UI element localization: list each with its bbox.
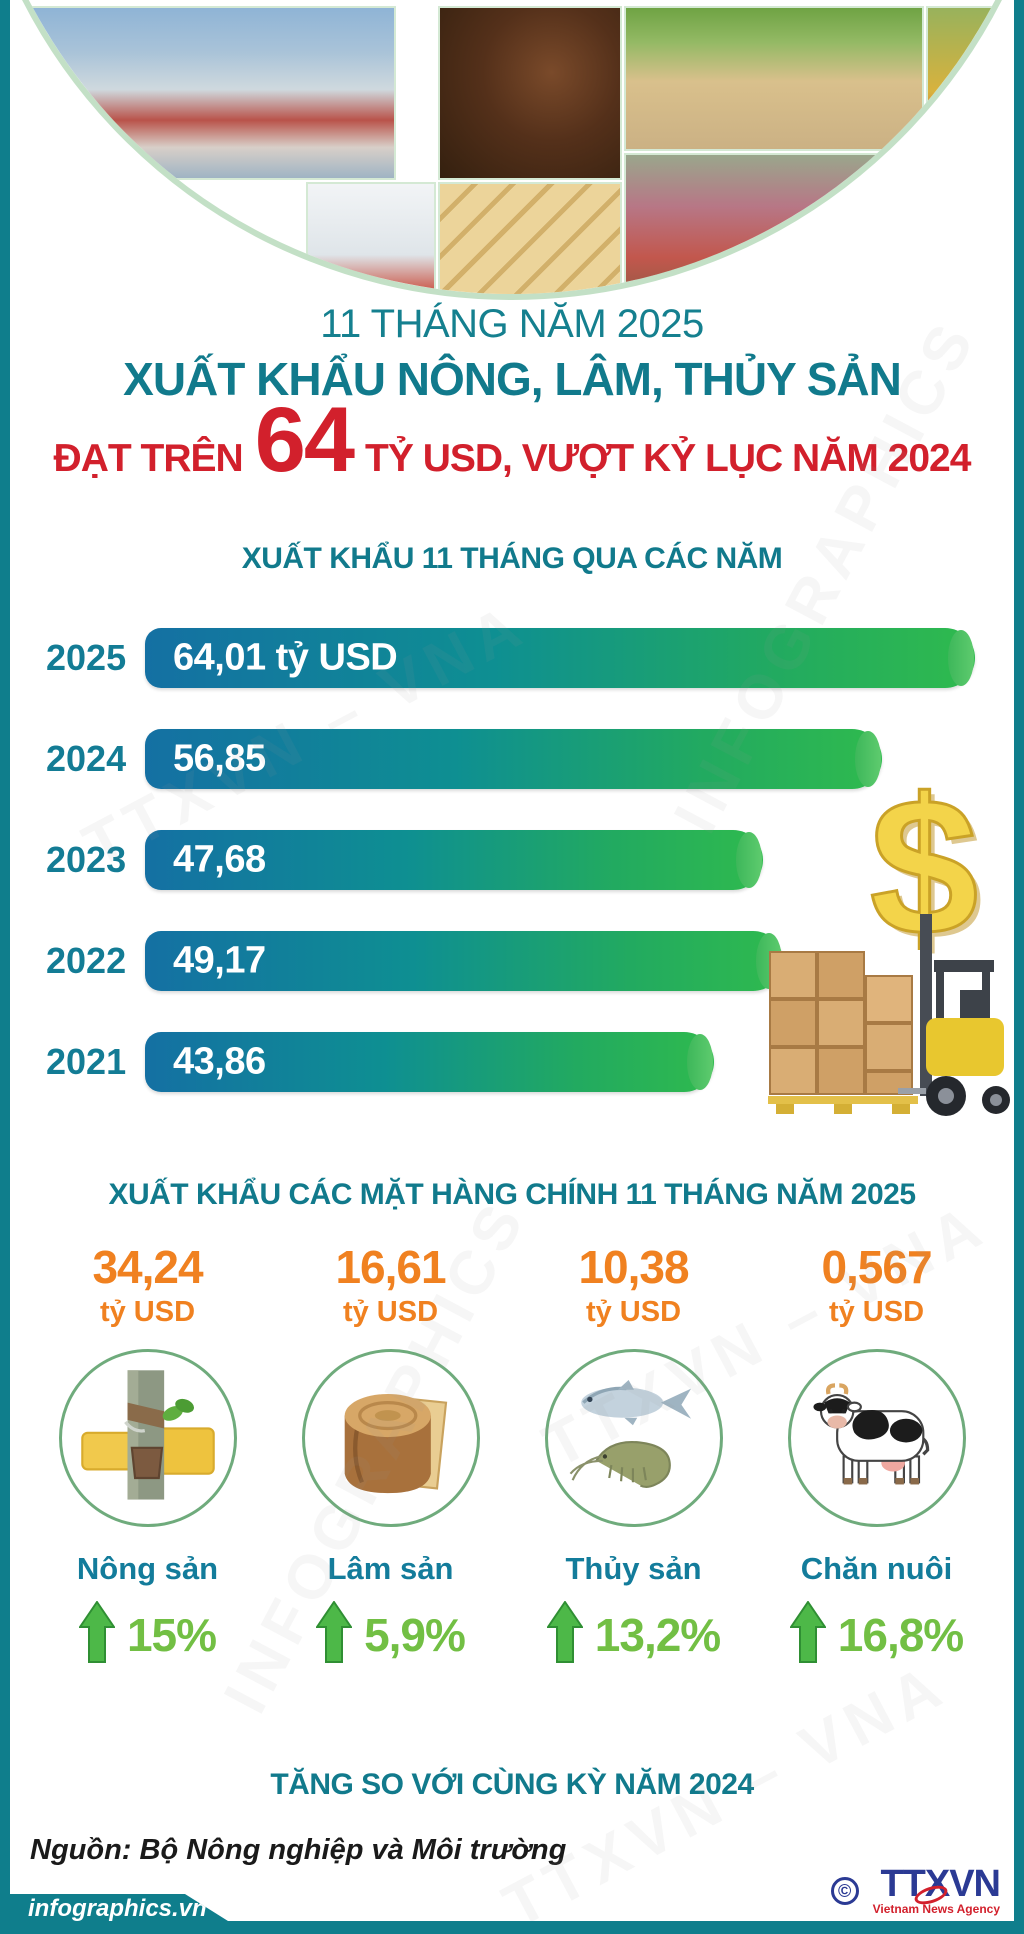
photo-poultry — [306, 182, 436, 294]
product-change-percent: 13,2% — [594, 1608, 721, 1661]
cow-icon — [807, 1366, 947, 1511]
bar-value-label: 43,86 — [173, 1040, 266, 1083]
product-label: Chăn nuôi — [800, 1551, 953, 1586]
products-section-title: XUẤT KHẨU CÁC MẶT HÀNG CHÍNH 11 THÁNG NĂ… — [108, 1178, 916, 1211]
product-column-lâm-sản: 16,61 tỷ USD Lâm sản 5,9% — [269, 1240, 512, 1668]
product-change-row: 15% — [26, 1600, 269, 1668]
bar-chart: 2025 64,01 tỷ USD 2024 56,85 2023 47,68 2022 49… — [0, 628, 1004, 1133]
comparison-footnote: TĂNG SO VỚI CÙNG KỲ NĂM 2024 — [270, 1768, 754, 1801]
product-value: 0,567 — [821, 1241, 932, 1293]
product-change-percent: 5,9% — [364, 1608, 466, 1661]
product-unit: tỷ USD — [99, 1296, 196, 1328]
headline-prefix: ĐẠT TRÊN — [53, 437, 244, 480]
product-unit: tỷ USD — [585, 1296, 682, 1328]
chart-bar-row: 2025 64,01 tỷ USD — [0, 628, 1004, 688]
product-value: 34,24 — [92, 1241, 203, 1293]
copyright-icon: © — [830, 1877, 859, 1906]
product-column-thủy-sản: 10,38 tỷ USD Thủy sản 13,2% — [512, 1240, 755, 1668]
chart-title: XUẤT KHẨU 11 THÁNG QUA CÁC NĂM — [241, 542, 783, 575]
arrow-up-icon — [788, 1600, 827, 1668]
product-column-chăn-nuôi: 0,567 tỷ USD Chăn nuôi 16,8% — [755, 1240, 998, 1668]
product-column-nông-sản: 34,24 tỷ USD Nông sản 15% — [26, 1240, 269, 1668]
kicker-date: 11 THÁNG NĂM 2025 — [320, 302, 704, 346]
ttxvn-logo: © TTXVN Vietnam News Agency — [830, 1862, 1001, 1916]
bar-value-label: 64,01 tỷ USD — [173, 636, 398, 679]
product-icon-circle — [58, 1349, 237, 1527]
bar-year-label: 2025 — [46, 637, 127, 678]
photo-wood-planks — [438, 182, 622, 294]
product-value: 16,61 — [335, 1241, 446, 1293]
left-border — [0, 0, 10, 1934]
source-credit: Nguồn: Bộ Nông nghiệp và Môi trường — [30, 1834, 567, 1866]
bar-end-cap — [687, 1034, 713, 1090]
wood-stump-icon — [321, 1366, 461, 1511]
bar: 43,86 — [145, 1032, 714, 1092]
bar-value-label: 49,17 — [173, 939, 266, 982]
cargo-boxes-icon — [769, 951, 913, 1095]
forklift-dollar-illustration: $ $ — [768, 762, 1010, 1116]
bar: 49,17 — [145, 931, 783, 991]
products-grid: 34,24 tỷ USD Nông sản 15% 16,61 tỷ USD Lâm sản… — [26, 1240, 998, 1668]
headline: ĐẠT TRÊN 64 TỶ USD, VƯỢT KỶ LỤC NĂM 2024 — [0, 389, 1024, 491]
product-label: Thủy sản — [565, 1551, 702, 1586]
agency-name: TTXVN — [880, 1862, 1001, 1905]
product-change-row: 13,2% — [512, 1600, 755, 1668]
photo-rice-sack — [624, 6, 924, 151]
photo-rice-harvester — [926, 6, 1024, 294]
bar-end-cap — [736, 832, 762, 888]
chart-bar-row: 2021 43,86 — [0, 1032, 1004, 1092]
photo-coffee-beans — [438, 6, 622, 180]
product-change-row: 16,8% — [755, 1600, 998, 1668]
product-change-percent: 15% — [126, 1608, 217, 1661]
product-unit: tỷ USD — [828, 1296, 925, 1328]
agency-subtitle: Vietnam News Agency — [872, 1902, 1000, 1916]
product-value: 10,38 — [578, 1241, 689, 1293]
arrow-up-icon — [545, 1600, 584, 1668]
bar: 64,01 tỷ USD — [145, 628, 975, 688]
forklift-icon — [898, 914, 1010, 1116]
headline-suffix: TỶ USD, VƯỢT KỶ LỤC NĂM 2024 — [365, 437, 971, 480]
hero-photo-collage-circle — [0, 0, 1024, 300]
photo-fruit-market — [624, 153, 924, 294]
bar-year-label: 2023 — [46, 839, 127, 880]
arrow-up-icon — [315, 1600, 353, 1668]
bar-year-label: 2021 — [46, 1041, 127, 1082]
bar-year-label: 2022 — [46, 940, 127, 981]
product-icon-circle — [787, 1349, 966, 1527]
photo-fish-processing — [4, 6, 396, 180]
product-change-percent: 16,8% — [837, 1608, 964, 1661]
product-icon-circle — [544, 1349, 723, 1527]
product-change-row: 5,9% — [269, 1600, 512, 1668]
fish-shrimp-icon — [564, 1366, 704, 1511]
bar-end-cap — [948, 630, 974, 686]
footer-site-label: infographics.vn — [28, 1895, 207, 1922]
chart-bar-row: 2022 49,17 — [0, 931, 1004, 991]
bar-year-label: 2024 — [46, 738, 127, 779]
bar: 47,68 — [145, 830, 763, 890]
right-border — [1014, 0, 1024, 1934]
chart-bar-row: 2024 56,85 — [0, 729, 1004, 789]
bar-end-cap — [855, 731, 881, 787]
product-label: Lâm sản — [327, 1551, 454, 1586]
rubber-tapping-icon — [78, 1366, 218, 1511]
chart-bar-row: 2023 47,68 — [0, 830, 1004, 890]
bar: 56,85 — [145, 729, 882, 789]
bar-value-label: 56,85 — [173, 737, 266, 780]
bar-value-label: 47,68 — [173, 838, 266, 881]
product-label: Nông sản — [76, 1551, 219, 1586]
arrow-up-icon — [78, 1600, 116, 1668]
headline-value: 64 — [254, 389, 355, 491]
product-icon-circle — [301, 1349, 480, 1527]
page-title: XUẤT KHẨU NÔNG, LÂM, THỦY SẢN — [123, 353, 902, 405]
product-unit: tỷ USD — [342, 1296, 439, 1328]
